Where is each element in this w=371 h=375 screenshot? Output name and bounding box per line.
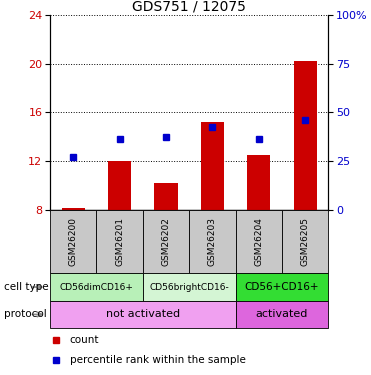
Text: count: count xyxy=(70,335,99,345)
Bar xyxy=(108,161,131,210)
Text: activated: activated xyxy=(256,309,308,320)
Bar xyxy=(143,210,189,273)
Text: protocol: protocol xyxy=(4,309,46,320)
Bar xyxy=(293,61,317,210)
Bar xyxy=(96,210,143,273)
Bar xyxy=(50,301,236,328)
Bar xyxy=(189,210,236,273)
Bar xyxy=(201,122,224,210)
Text: GSM26200: GSM26200 xyxy=(69,217,78,266)
Bar xyxy=(236,210,282,273)
Bar xyxy=(62,209,85,210)
Text: GSM26203: GSM26203 xyxy=(208,217,217,266)
Text: GSM26201: GSM26201 xyxy=(115,217,124,266)
Bar xyxy=(50,273,143,301)
Text: CD56brightCD16-: CD56brightCD16- xyxy=(150,283,229,292)
Bar xyxy=(50,210,96,273)
Text: GSM26205: GSM26205 xyxy=(301,217,310,266)
Bar xyxy=(236,273,328,301)
Text: GSM26202: GSM26202 xyxy=(161,217,171,266)
Text: cell type: cell type xyxy=(4,282,48,292)
Text: not activated: not activated xyxy=(106,309,180,320)
Title: GDS751 / 12075: GDS751 / 12075 xyxy=(132,0,246,14)
Bar xyxy=(236,301,328,328)
Bar xyxy=(282,210,328,273)
Bar xyxy=(154,183,178,210)
Text: GSM26204: GSM26204 xyxy=(254,217,263,266)
Text: CD56dimCD16+: CD56dimCD16+ xyxy=(59,283,134,292)
Bar xyxy=(247,155,270,210)
Text: CD56+CD16+: CD56+CD16+ xyxy=(245,282,319,292)
Text: percentile rank within the sample: percentile rank within the sample xyxy=(70,356,246,366)
Bar xyxy=(143,273,236,301)
